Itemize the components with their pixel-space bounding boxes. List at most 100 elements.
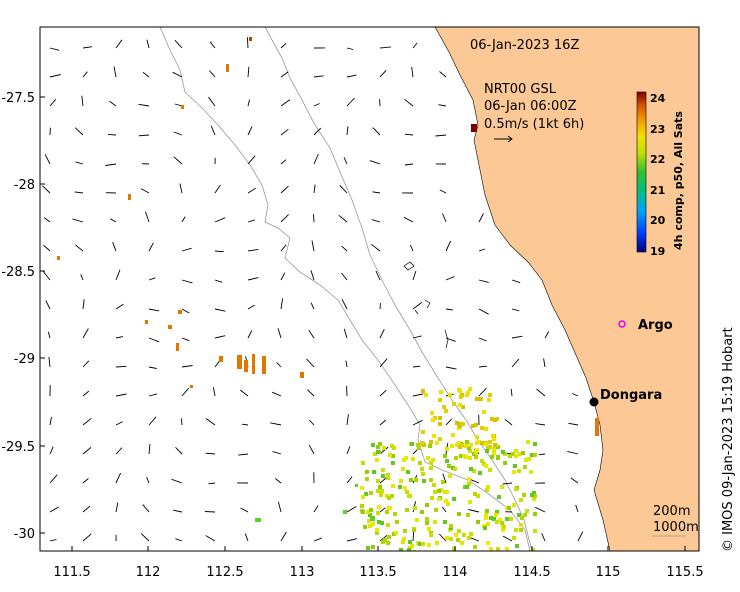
current-arrow bbox=[346, 506, 357, 513]
sst-pixel bbox=[363, 525, 367, 529]
sst-pixel bbox=[457, 512, 461, 516]
current-arrow bbox=[371, 219, 381, 223]
current-arrow bbox=[247, 330, 253, 339]
sst-pixel bbox=[361, 495, 365, 499]
current-arrow bbox=[478, 387, 487, 397]
sst-pixel bbox=[380, 521, 384, 525]
current-arrow bbox=[403, 216, 414, 223]
current-arrow bbox=[138, 103, 150, 107]
sst-pixel bbox=[476, 520, 480, 524]
sst-pixel bbox=[458, 424, 462, 428]
sst-pixel bbox=[433, 520, 437, 524]
current-arrow bbox=[173, 131, 183, 136]
sst-pixel bbox=[412, 528, 416, 532]
current-arrow bbox=[438, 104, 447, 107]
sst-pixel bbox=[178, 310, 182, 314]
colorbar-tick: 24 bbox=[650, 92, 666, 105]
current-arrow bbox=[47, 331, 51, 339]
current-arrow bbox=[346, 538, 358, 542]
sst-pixel bbox=[376, 479, 380, 483]
sst-pixel bbox=[465, 485, 469, 489]
current-arrow bbox=[204, 511, 216, 513]
current-arrow bbox=[208, 96, 216, 107]
current-arrow bbox=[240, 507, 249, 513]
sst-pixel bbox=[490, 417, 494, 421]
sst-pixel bbox=[399, 479, 403, 483]
contour-legend-200m: 200m bbox=[653, 504, 690, 519]
sst-pixel bbox=[371, 443, 375, 447]
sst-pixel bbox=[435, 541, 439, 545]
sst-pixel bbox=[489, 516, 493, 520]
current-arrow bbox=[313, 184, 316, 194]
sst-pixel bbox=[462, 533, 466, 537]
sst-pixel bbox=[421, 389, 425, 393]
current-arrow bbox=[80, 274, 84, 281]
current-arrow bbox=[339, 184, 348, 194]
sst-pixel bbox=[429, 466, 433, 470]
sst-pixel bbox=[452, 497, 456, 501]
current-arrow bbox=[478, 279, 489, 283]
sst-pixel bbox=[490, 455, 494, 459]
current-arrow bbox=[209, 70, 216, 78]
current-arrow bbox=[148, 416, 157, 426]
sst-pixel bbox=[410, 442, 414, 446]
lon-tick-label: 113 bbox=[290, 565, 315, 580]
current-arrow bbox=[138, 134, 150, 137]
sst-pixel bbox=[468, 387, 472, 391]
current-arrow bbox=[535, 423, 546, 426]
sst-pixel bbox=[343, 510, 347, 514]
sst-pixel bbox=[366, 510, 370, 514]
colorbar-tick: 23 bbox=[650, 123, 665, 136]
sst-pixel bbox=[471, 124, 477, 132]
current-arrow bbox=[280, 42, 287, 49]
sst-pixel bbox=[429, 440, 433, 444]
lon-axis: 111.5 112 112.5 113 113.5 114 114.5 115 … bbox=[53, 546, 704, 580]
current-arrow bbox=[82, 390, 90, 397]
sst-pixel bbox=[488, 445, 492, 449]
current-arrow bbox=[575, 504, 579, 513]
sst-pixel bbox=[413, 506, 417, 510]
sst-pixel bbox=[512, 503, 516, 507]
current-arrow bbox=[205, 452, 216, 455]
sst-pixel bbox=[424, 393, 428, 397]
current-arrow bbox=[439, 71, 447, 78]
colorbar-gradient bbox=[636, 91, 647, 253]
current-arrow bbox=[543, 358, 546, 368]
sst-pixel bbox=[441, 480, 445, 484]
sst-pixel bbox=[376, 511, 380, 515]
sst-pixel bbox=[533, 442, 537, 446]
current-arrow bbox=[179, 183, 183, 194]
sst-pixel bbox=[438, 416, 442, 420]
sst-pixel bbox=[190, 385, 193, 388]
current-arrow bbox=[214, 184, 221, 194]
sst-pixel bbox=[405, 490, 409, 494]
current-arrow bbox=[445, 276, 455, 281]
sst-pixel bbox=[474, 423, 478, 427]
sst-pixel bbox=[418, 461, 422, 465]
sst-pixel bbox=[494, 513, 498, 517]
current-arrow bbox=[240, 389, 249, 397]
current-arrow bbox=[379, 358, 388, 368]
sst-pixel bbox=[420, 510, 424, 514]
sst-pixel bbox=[517, 513, 521, 517]
sst-pixel bbox=[478, 397, 482, 401]
current-arrow bbox=[115, 269, 121, 281]
colorbar-tick: 21 bbox=[650, 184, 665, 197]
sst-pixel bbox=[444, 499, 448, 503]
sst-pixel bbox=[394, 531, 398, 535]
sst-pixel bbox=[422, 479, 426, 483]
sst-pixel bbox=[427, 543, 431, 547]
current-arrow bbox=[478, 213, 484, 223]
place-argo: Argo bbox=[618, 318, 673, 333]
sst-pixel bbox=[401, 540, 405, 544]
sst-pixel bbox=[465, 393, 469, 397]
current-arrow bbox=[241, 423, 249, 426]
sst-pixel bbox=[485, 509, 489, 513]
current-arrow bbox=[409, 244, 414, 252]
sst-pixel bbox=[425, 503, 429, 507]
current-arrow bbox=[341, 272, 348, 281]
sst-pixel bbox=[511, 452, 515, 456]
current-arrow bbox=[247, 248, 259, 252]
sst-pixel bbox=[438, 422, 442, 426]
current-arrow bbox=[468, 509, 480, 513]
